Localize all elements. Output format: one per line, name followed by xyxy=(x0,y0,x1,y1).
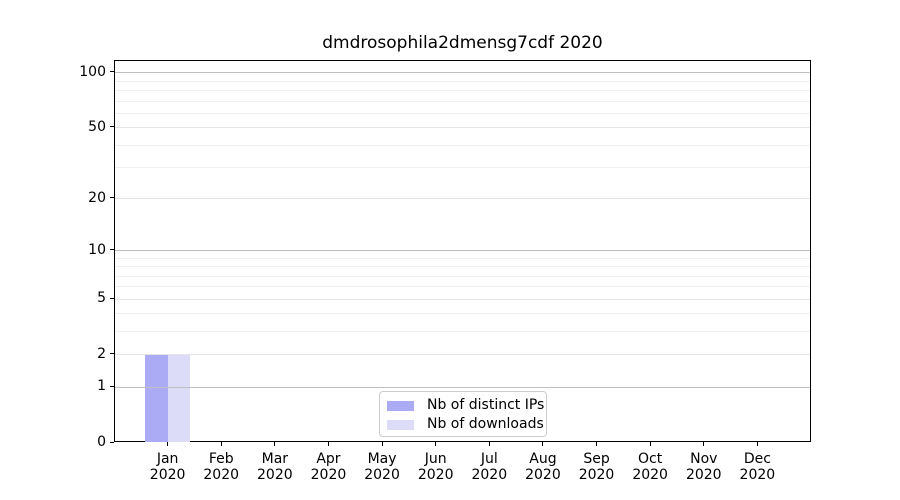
gridline-mid xyxy=(115,127,810,129)
legend-swatch-distinct-ips xyxy=(387,400,414,411)
x-tick xyxy=(649,442,651,446)
bar-distinct-ips xyxy=(145,354,168,442)
x-tick xyxy=(220,442,222,446)
gridline-minor xyxy=(115,275,810,277)
x-tick-label: Jul 2020 xyxy=(471,451,508,483)
x-tick-label: Aug 2020 xyxy=(525,451,561,483)
x-tick-label: Oct 2020 xyxy=(632,451,668,483)
y-tick xyxy=(110,126,114,128)
x-tick-label: Jan 2020 xyxy=(149,451,186,483)
chart-title: dmdrosophila2dmensg7cdf 2020 xyxy=(322,33,603,53)
x-tick-label: Mar 2020 xyxy=(257,451,293,483)
x-tick-label: Apr 2020 xyxy=(310,451,347,483)
legend-label-distinct-ips: Nb of distinct IPs xyxy=(427,397,545,413)
y-tick-label: 100 xyxy=(79,63,106,80)
bar-downloads xyxy=(167,354,191,442)
legend: Nb of distinct IPs Nb of downloads xyxy=(379,391,547,437)
gridline-mid xyxy=(115,198,810,200)
x-tick xyxy=(435,442,437,446)
y-tick xyxy=(110,249,114,251)
legend-item-downloads: Nb of downloads xyxy=(387,415,544,434)
x-tick xyxy=(274,442,276,446)
legend-label-downloads: Nb of downloads xyxy=(427,416,544,432)
x-tick-label: Feb 2020 xyxy=(203,451,240,483)
y-tick xyxy=(110,353,114,355)
x-tick xyxy=(167,442,169,446)
plot-area: Nb of distinct IPs Nb of downloads xyxy=(114,60,811,442)
gridline-minor xyxy=(115,286,810,288)
gridline-major xyxy=(115,386,810,388)
y-tick-label: 50 xyxy=(88,118,106,135)
x-tick-label: Sep 2020 xyxy=(578,451,615,483)
gridline-minor xyxy=(115,313,810,315)
x-tick xyxy=(488,442,490,446)
gridline-mid xyxy=(115,298,810,300)
x-tick xyxy=(596,442,598,446)
x-tick xyxy=(542,442,544,446)
y-tick xyxy=(110,197,114,199)
x-tick xyxy=(381,442,383,446)
y-tick-label: 20 xyxy=(88,189,106,206)
gridline-minor xyxy=(115,257,810,259)
gridline-major xyxy=(115,250,810,252)
x-tick xyxy=(703,442,705,446)
y-tick-label: 5 xyxy=(97,290,106,307)
y-tick-label: 0 xyxy=(97,434,106,450)
x-tick-label: May 2020 xyxy=(364,451,400,483)
legend-item-distinct-ips: Nb of distinct IPs xyxy=(387,396,544,415)
y-tick-label: 2 xyxy=(97,345,106,362)
x-tick xyxy=(327,442,329,446)
x-tick-label: Jun 2020 xyxy=(417,451,454,483)
y-tick xyxy=(110,385,114,387)
legend-swatch-downloads xyxy=(387,419,414,430)
gridline-minor xyxy=(115,167,810,169)
gridline-mid xyxy=(115,354,810,356)
gridline-minor xyxy=(115,100,810,102)
y-tick-label: 1 xyxy=(97,378,106,395)
y-tick xyxy=(110,71,114,73)
y-tick xyxy=(110,297,114,299)
gridline-minor xyxy=(115,112,810,114)
gridline-minor xyxy=(115,89,810,91)
x-tick xyxy=(756,442,758,446)
y-tick xyxy=(110,441,114,443)
gridline-major xyxy=(115,72,810,74)
gridline-minor xyxy=(115,144,810,146)
gridline-minor xyxy=(115,266,810,268)
x-tick-label: Nov 2020 xyxy=(685,451,722,483)
y-tick-label: 10 xyxy=(88,241,106,258)
gridline-minor xyxy=(115,331,810,333)
x-tick-label: Dec 2020 xyxy=(739,451,776,483)
gridline-minor xyxy=(115,80,810,82)
